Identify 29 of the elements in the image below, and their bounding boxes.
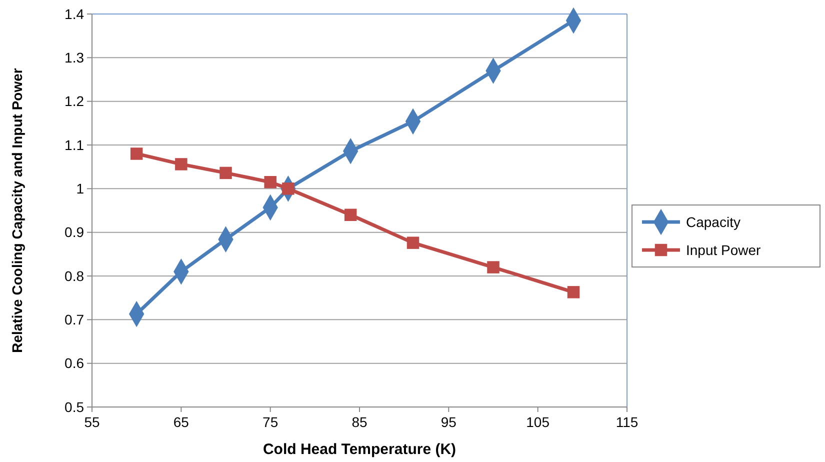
point [175, 158, 188, 170]
x-tick-label: 75 [262, 414, 278, 430]
y-tick-label: 0.7 [64, 312, 84, 328]
point [567, 286, 580, 298]
point [264, 176, 276, 188]
y-tick-label: 0.6 [64, 355, 84, 372]
legend-label: Input Power [686, 242, 762, 258]
point [344, 208, 357, 221]
legend-label: Capacity [686, 214, 740, 230]
y-tick-label: 1.4 [64, 6, 84, 22]
point [487, 261, 500, 274]
x-tick-label: 65 [173, 414, 190, 430]
x-tick-label: 115 [616, 414, 638, 430]
point [130, 148, 143, 160]
x-tick-label: 105 [526, 414, 550, 430]
y-tick-label: 0.5 [64, 398, 84, 415]
y-axis-title: Relative Cooling Capacity and Input Power [9, 68, 25, 353]
x-tick-label: 55 [84, 414, 100, 430]
x-tick-label: 85 [352, 414, 368, 430]
point [406, 236, 420, 249]
y-tick-label: 0.9 [64, 224, 84, 240]
y-tick-label: 1.3 [64, 50, 84, 66]
y-tick-label: 1 [76, 180, 84, 197]
x-tick-label: 95 [440, 414, 457, 430]
y-tick-label: 0.8 [64, 268, 84, 284]
y-tick-label: 1.2 [64, 93, 84, 110]
y-tick-label: 1.1 [64, 136, 84, 153]
point [220, 166, 232, 180]
x-axis-title: Cold Head Temperature (K) [262, 441, 456, 458]
